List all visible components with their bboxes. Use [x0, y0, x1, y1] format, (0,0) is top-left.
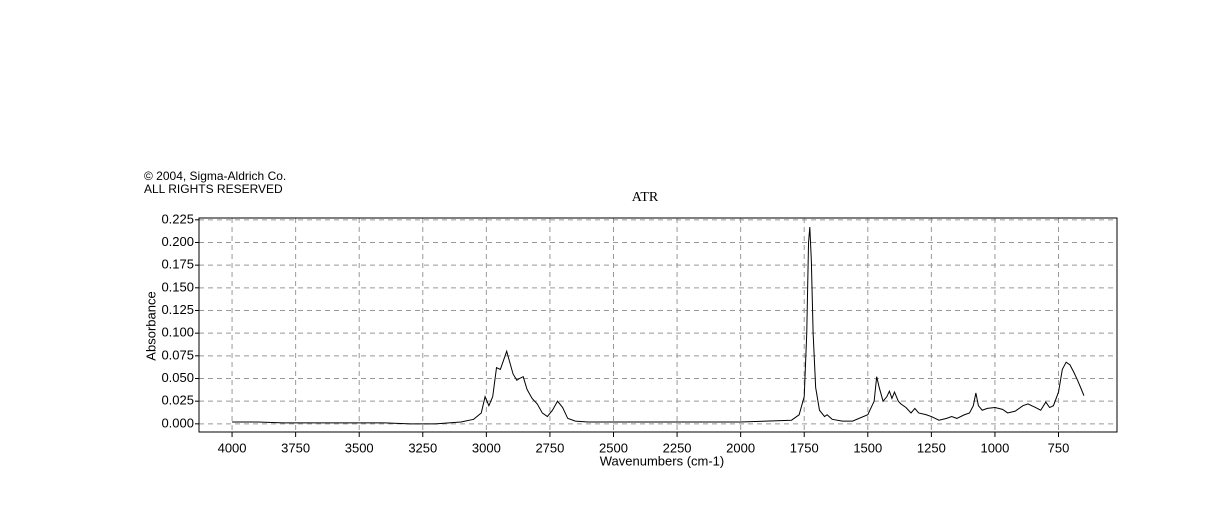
y-tick-label: 0.100 — [161, 325, 194, 340]
chart-title: ATR — [632, 190, 659, 205]
x-tick-label: 2500 — [599, 440, 628, 455]
y-tick-label: 0.000 — [161, 415, 194, 430]
x-tick-label: 3000 — [472, 440, 501, 455]
rights: ALL RIGHTS RESERVED — [144, 182, 283, 196]
y-tick-label: 0.200 — [161, 234, 194, 249]
y-tick-label: 0.150 — [161, 279, 194, 294]
x-tick-label: 3750 — [281, 440, 310, 455]
x-tick-label: 2750 — [535, 440, 564, 455]
x-tick-label: 1750 — [790, 440, 819, 455]
x-tick-label: 2250 — [663, 440, 692, 455]
y-tick-label: 0.050 — [161, 370, 194, 385]
y-tick-label: 0.075 — [161, 347, 194, 362]
plot-frame — [198, 217, 1118, 433]
y-tick-label: 0.025 — [161, 393, 194, 408]
y-tick-label: 0.125 — [161, 302, 194, 317]
x-tick-label: 1000 — [980, 440, 1009, 455]
x-tick-label: 1250 — [917, 440, 946, 455]
spectrum-line — [232, 227, 1085, 425]
y-tick-label: 0.175 — [161, 257, 194, 272]
x-tick-label: 750 — [1048, 440, 1070, 455]
x-tick-label: 3250 — [408, 440, 437, 455]
x-tick-label: 2000 — [726, 440, 755, 455]
y-axis-label: Absorbance — [143, 291, 158, 360]
x-tick-label: 1500 — [853, 440, 882, 455]
x-tick-label: 4000 — [218, 440, 247, 455]
y-tick-label: 0.225 — [161, 211, 194, 226]
x-tick-label: 3500 — [345, 440, 374, 455]
copyright: © 2004, Sigma-Aldrich Co. — [144, 169, 286, 183]
x-axis-label: Wavenumbers (cm-1) — [600, 453, 724, 468]
